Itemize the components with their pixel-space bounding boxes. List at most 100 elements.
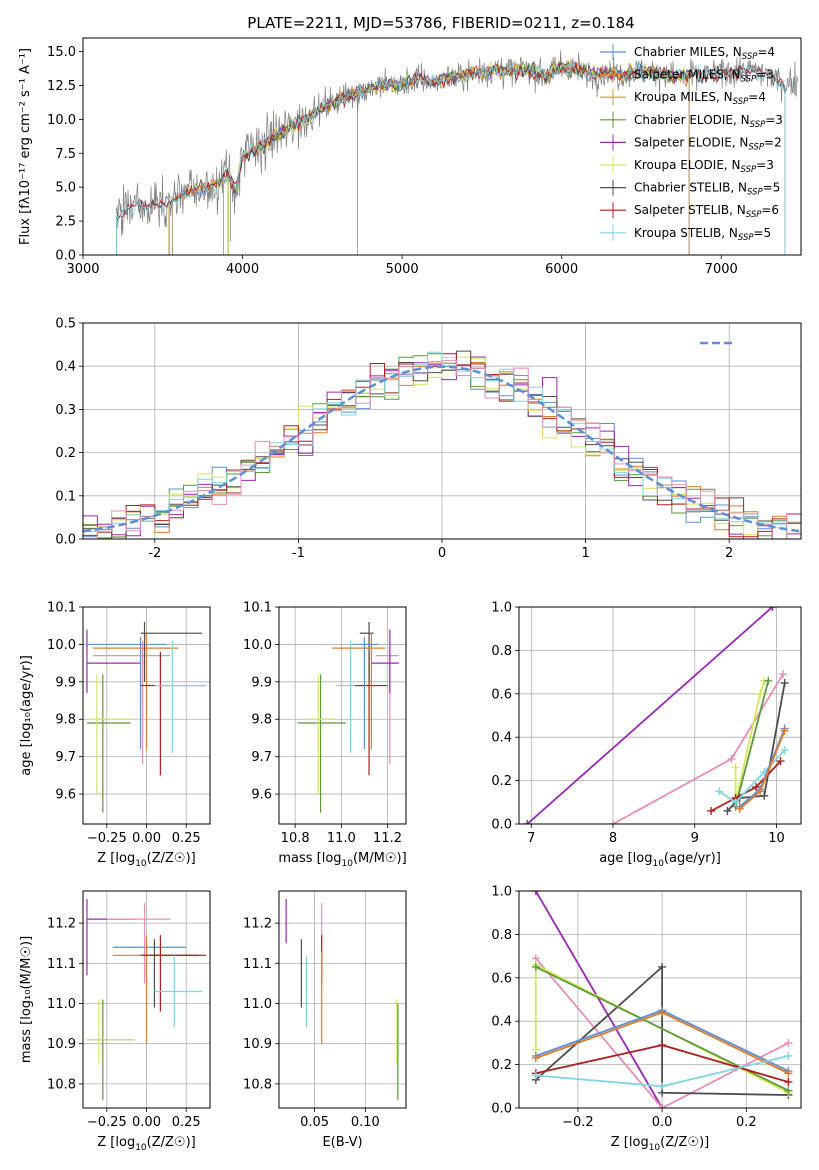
weight_vs_age-marker [609, 820, 617, 824]
weight_vs_age-marker [756, 787, 765, 796]
weight_vs_Z-marker [531, 1071, 540, 1080]
spectrum-ytick-label: 12.5 [47, 79, 76, 94]
legend-entry: Chabrier STELIB, NSSP=5 [634, 181, 780, 198]
residuals-ytick-label: 0.5 [55, 317, 76, 332]
mass_vs_Z-xtick-label: −0.25 [87, 1115, 127, 1130]
weight_vs_age-marker [779, 670, 788, 679]
weight_vs_Z-marker [531, 962, 540, 971]
mass_vs_Z-ylabel: mass [log₁₀(M/M☉)] [19, 936, 34, 1063]
weight_vs_Z-xtick-label: 0.0 [652, 1115, 673, 1130]
weight_vs_Z-ytick-label: 0.8 [491, 928, 512, 943]
weight_vs_Z-ytick-label: 0.0 [491, 1102, 512, 1117]
spectrum-ytick-label: 5.0 [55, 181, 76, 196]
weight_vs_age-marker [764, 676, 773, 685]
residuals-hist-line [83, 360, 801, 539]
legend-entry: Chabrier MILES, NSSP=4 [634, 45, 775, 62]
weight_vs_Z-ytick-label: 1.0 [491, 885, 512, 900]
weight_vs_age-marker [768, 607, 777, 611]
mass_vs_ebv-xtick-label: 0.05 [300, 1115, 329, 1130]
spectrum-xtick-label: 4000 [226, 262, 259, 277]
mass_vs_Z-axes: −0.25 0.00 0.25 10.8 10.9 11.0 11.1 11.2 [47, 891, 210, 1130]
legend-entry: Salpeter MILES, NSSP=3 [634, 68, 774, 85]
mass_vs_ebv-ytick-label: 11.1 [243, 957, 272, 972]
weight_vs_age-marker [780, 678, 789, 687]
weight_vs_age-ytick-label: 0.2 [491, 774, 512, 789]
mass_vs_ebv-ytick-label: 10.9 [243, 1037, 272, 1052]
legend-entry: Chabrier ELODIE, NSSP=3 [634, 113, 783, 130]
age_vs_Z-xtick-label: −0.25 [87, 831, 127, 846]
residuals-ytick-label: 0.4 [55, 360, 76, 375]
weight_vs_age-marker [723, 806, 732, 815]
legend-entry: Kroupa ELODIE, NSSP=3 [634, 158, 774, 175]
residuals-xtick-label: -2 [148, 546, 161, 561]
age_vs_mass-ytick-label: 10.1 [243, 601, 272, 616]
weight_vs_Z-marker [658, 1041, 667, 1050]
residuals-ytick-label: 0.0 [55, 533, 76, 548]
legend-text: Salpeter STELIB, N [634, 203, 746, 217]
legend-text: Chabrier ELODIE, N [634, 113, 750, 127]
age_vs_Z-frame [82, 606, 211, 825]
legend-entry: Kroupa STELIB, NSSP=5 [634, 226, 771, 243]
mass_vs_Z-ytick-label: 11.1 [47, 957, 76, 972]
weight_vs_age-marker [756, 689, 765, 698]
weight_vs_Z-line [535, 957, 789, 1108]
spectrum-xtick-label: 6000 [545, 262, 578, 277]
age_vs_mass-ytick-label: 9.6 [251, 788, 272, 803]
age_vs_mass-ytick-label: 9.7 [251, 750, 272, 765]
spectrum-model-line [116, 60, 786, 220]
residuals-hist [83, 350, 801, 539]
weight_vs_age-marker [523, 820, 532, 824]
mass_vs_Z-ytick-label: 11.2 [47, 917, 76, 932]
weight_vs_age-ytick-label: 0.8 [491, 644, 512, 659]
mass_vs_ebv-ytick-label: 11.2 [243, 917, 272, 932]
spectrum-model-line [116, 61, 786, 222]
mass_vs_Z-ytick-label: 10.8 [47, 1077, 76, 1092]
spectrum-xtick-label: 5000 [386, 262, 419, 277]
spectrum-lines [116, 50, 798, 255]
residuals-xtick-label: -1 [292, 546, 305, 561]
weight_vs_Z-line [535, 891, 663, 1108]
age_vs_Z-xtick-label: 0.00 [132, 831, 161, 846]
weight_vs_Z-ytick-label: 0.6 [491, 971, 512, 986]
weight_vs_age-xtick-label: 9 [691, 831, 699, 846]
weight_vs_age-marker [776, 757, 785, 766]
weight_vs_Z-ytick-label: 0.4 [491, 1015, 512, 1030]
weight_vs_age-ytick-label: 1.0 [491, 601, 512, 616]
age_vs_mass-ytick-label: 9.8 [251, 713, 272, 728]
mass_vs_Z-ytick-label: 11.0 [47, 997, 76, 1012]
weight_vs_Z-line [535, 964, 789, 1096]
plots: 3000 4000 5000 6000 70000.02.55.07.510.012.5… [18, 37, 802, 1153]
age_vs_Z-ytick-label: 10.0 [47, 638, 76, 653]
weight_vs_age-marker [731, 763, 740, 772]
spectrum-ytick-label: 2.5 [55, 215, 76, 230]
weight_vs_age-line [734, 680, 770, 807]
age_vs_Z-ytick-label: 9.8 [55, 713, 76, 728]
legend-text: Kroupa STELIB, N [634, 226, 738, 240]
residuals-xtick-label: 2 [725, 546, 733, 561]
spectrum-ytick-label: 10.0 [47, 113, 76, 128]
weight_vs_Z-xtick-label: 0.2 [736, 1115, 757, 1130]
legend-entry: Kroupa MILES, NSSP=4 [634, 90, 766, 107]
mass_vs_ebv-ytick-label: 11.0 [243, 997, 272, 1012]
mass_vs_Z-ytick-label: 10.9 [47, 1037, 76, 1052]
mass_vs_ebv-ytick-label: 10.8 [243, 1077, 272, 1092]
age_vs_Z-ytick-label: 9.7 [55, 750, 76, 765]
mass_vs_Z-xlabel: Z [log10(Z/Z☉)] [97, 1135, 195, 1153]
age_vs_mass-xlabel: mass [log10(M/M☉)] [278, 851, 406, 869]
age_vs_mass-ytick-label: 10.0 [243, 638, 272, 653]
weight_vs_Z-marker [658, 1104, 667, 1108]
legend-text: Kroupa MILES, N [634, 90, 733, 104]
weight_vs_Z-ytick-label: 0.2 [491, 1058, 512, 1073]
weight_vs_age-line [734, 680, 766, 803]
weight_vs_age-ytick-label: 0.0 [491, 818, 512, 833]
age_vs_mass-frame [278, 606, 407, 825]
weight_vs_Z-xtick-label: −0.2 [562, 1115, 594, 1130]
spectrum-xtick-label: 7000 [705, 262, 738, 277]
weight_vs_Z-marker [658, 1008, 667, 1017]
mass_vs_ebv-axes: 0.05 0.10 10.8 10.9 11.0 11.1 11.2 [243, 891, 406, 1130]
weight_vs_Z-marker [784, 1077, 793, 1086]
spectrum-legend: Chabrier MILES, NSSP=4 Salpeter MILES, NS… [600, 44, 783, 243]
residuals-ytick-label: 0.2 [55, 446, 76, 461]
weight_vs_Z-marker [784, 1051, 793, 1060]
weight_vs_age-marker [735, 804, 744, 813]
